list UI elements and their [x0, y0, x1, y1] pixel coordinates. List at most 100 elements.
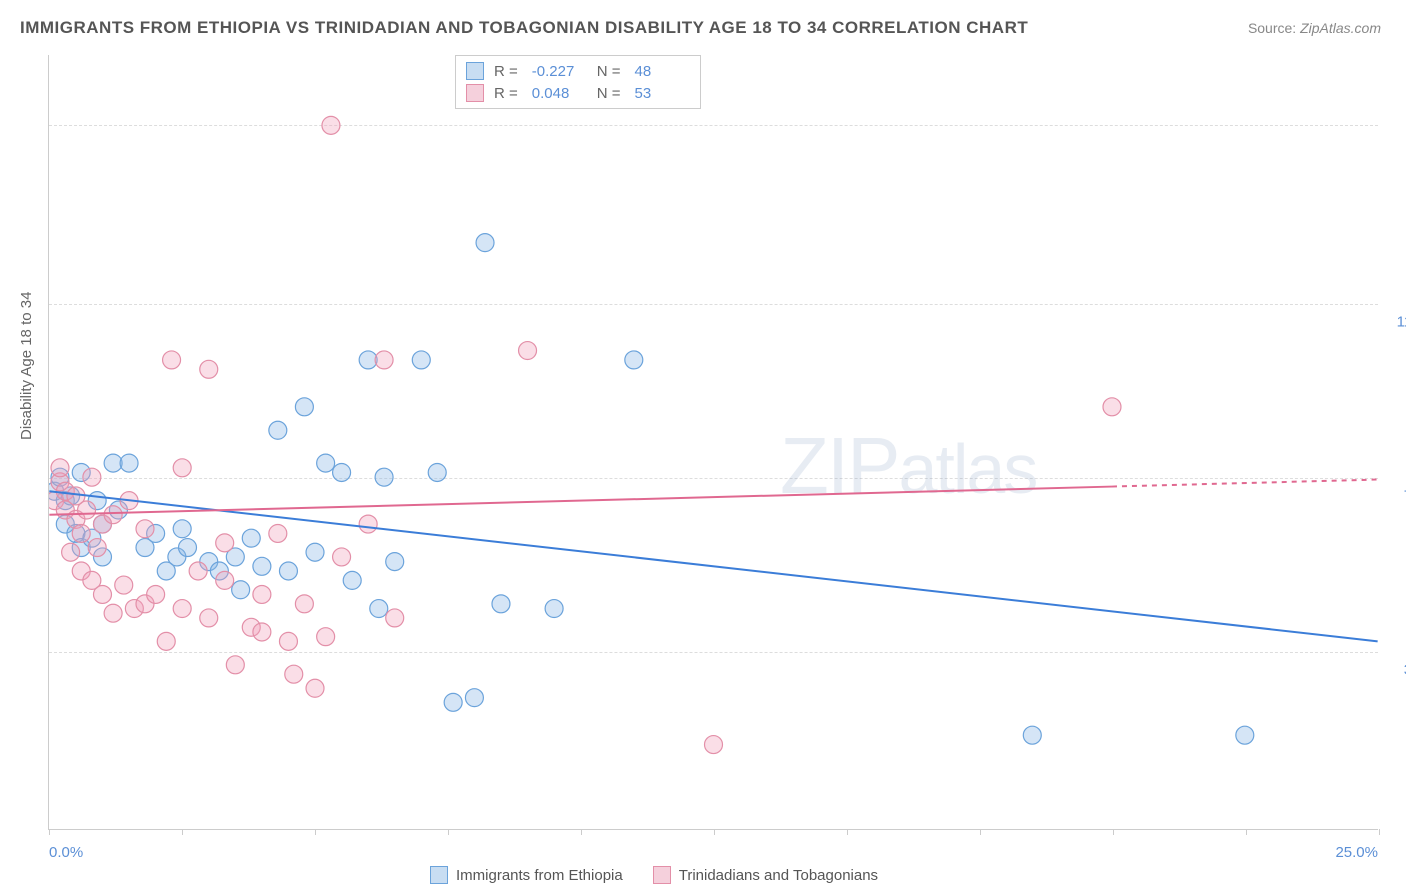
legend-r-value: 0.048 [532, 85, 587, 102]
data-point [545, 600, 563, 618]
correlation-legend: R =-0.227 N =48 R =0.048 N =53 [455, 55, 701, 109]
legend-swatch [466, 62, 484, 80]
data-point [428, 464, 446, 482]
data-point [519, 342, 537, 360]
data-point [306, 543, 324, 561]
data-point [279, 632, 297, 650]
x-tick [581, 829, 582, 835]
data-point [1023, 726, 1041, 744]
data-point [104, 454, 122, 472]
y-tick-label: 11.2% [1397, 313, 1406, 330]
plot-area: 0.0% 25.0% 3.8%7.5%11.2% [48, 55, 1378, 830]
x-tick [980, 829, 981, 835]
legend-swatch [430, 866, 448, 884]
data-point [476, 234, 494, 252]
data-point [317, 454, 335, 472]
data-point [51, 459, 69, 477]
data-point [295, 398, 313, 416]
data-point [253, 557, 271, 575]
data-point [173, 600, 191, 618]
data-point [375, 351, 393, 369]
data-point [88, 539, 106, 557]
data-point [444, 693, 462, 711]
data-point [269, 524, 287, 542]
data-point [115, 576, 133, 594]
legend-r-label: R = [494, 63, 518, 80]
scatter-svg [49, 55, 1378, 829]
data-point [375, 468, 393, 486]
legend-r-value: -0.227 [532, 63, 587, 80]
data-point [179, 539, 197, 557]
data-point [492, 595, 510, 613]
data-point [359, 515, 377, 533]
data-point [242, 529, 260, 547]
x-tick [1113, 829, 1114, 835]
data-point [1236, 726, 1254, 744]
data-point [104, 506, 122, 524]
x-tick [49, 829, 50, 835]
data-point [147, 585, 165, 603]
x-tick [714, 829, 715, 835]
source-value: ZipAtlas.com [1300, 20, 1381, 36]
legend-r-label: R = [494, 85, 518, 102]
data-point [370, 600, 388, 618]
data-point [412, 351, 430, 369]
data-point [705, 736, 723, 754]
chart-title: IMMIGRANTS FROM ETHIOPIA VS TRINIDADIAN … [20, 18, 1028, 38]
legend-swatch [653, 866, 671, 884]
data-point [200, 609, 218, 627]
data-point [163, 351, 181, 369]
data-point [333, 464, 351, 482]
x-tick [847, 829, 848, 835]
legend-item: Immigrants from Ethiopia [430, 866, 623, 884]
data-point [295, 595, 313, 613]
data-point [317, 628, 335, 646]
source-credit: Source: ZipAtlas.com [1248, 20, 1381, 36]
legend-row: R =-0.227 N =48 [466, 60, 690, 82]
data-point [232, 581, 250, 599]
source-label: Source: [1248, 20, 1296, 36]
trend-line [49, 487, 1112, 515]
data-point [104, 604, 122, 622]
data-point [625, 351, 643, 369]
data-point [285, 665, 303, 683]
legend-label: Immigrants from Ethiopia [456, 867, 623, 884]
data-point [253, 585, 271, 603]
x-axis-min-label: 0.0% [49, 844, 83, 861]
trend-line-dashed [1112, 480, 1378, 487]
legend-n-label: N = [597, 85, 621, 102]
data-point [216, 534, 234, 552]
data-point [322, 116, 340, 134]
x-tick [1379, 829, 1380, 835]
data-point [83, 468, 101, 486]
data-point [306, 679, 324, 697]
data-point [253, 623, 271, 641]
data-point [72, 524, 90, 542]
data-point [386, 609, 404, 627]
data-point [269, 421, 287, 439]
data-point [173, 459, 191, 477]
data-point [226, 656, 244, 674]
data-point [62, 543, 80, 561]
data-point [343, 571, 361, 589]
y-axis-label: Disability Age 18 to 34 [18, 292, 35, 440]
legend-item: Trinidadians and Tobagonians [653, 866, 878, 884]
data-point [216, 571, 234, 589]
data-point [78, 501, 96, 519]
x-axis-max-label: 25.0% [1335, 844, 1378, 861]
data-point [189, 562, 207, 580]
x-tick [448, 829, 449, 835]
data-point [279, 562, 297, 580]
legend-n-value: 53 [635, 85, 690, 102]
data-point [200, 360, 218, 378]
x-tick [182, 829, 183, 835]
series-legend: Immigrants from Ethiopia Trinidadians and… [430, 866, 878, 884]
data-point [157, 632, 175, 650]
data-point [94, 585, 112, 603]
x-tick [315, 829, 316, 835]
x-tick [1246, 829, 1247, 835]
legend-label: Trinidadians and Tobagonians [679, 867, 878, 884]
data-point [333, 548, 351, 566]
legend-n-value: 48 [635, 63, 690, 80]
data-point [173, 520, 191, 538]
